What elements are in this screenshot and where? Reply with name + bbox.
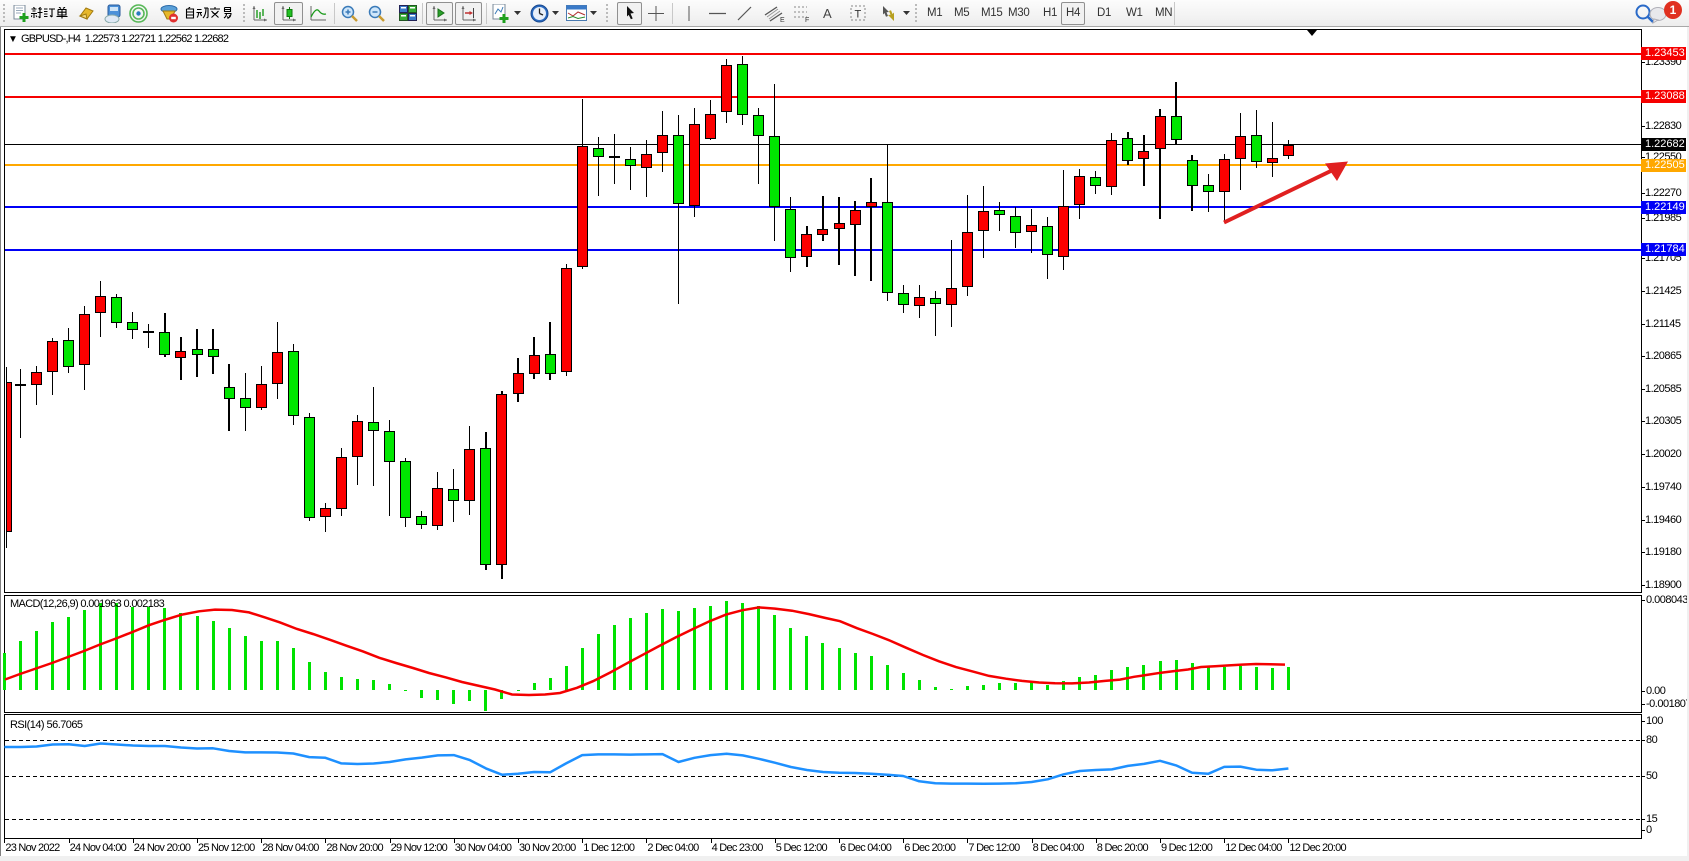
svg-text:T: T: [855, 9, 862, 21]
svg-text:F: F: [805, 17, 809, 23]
svg-text:E: E: [780, 17, 785, 23]
